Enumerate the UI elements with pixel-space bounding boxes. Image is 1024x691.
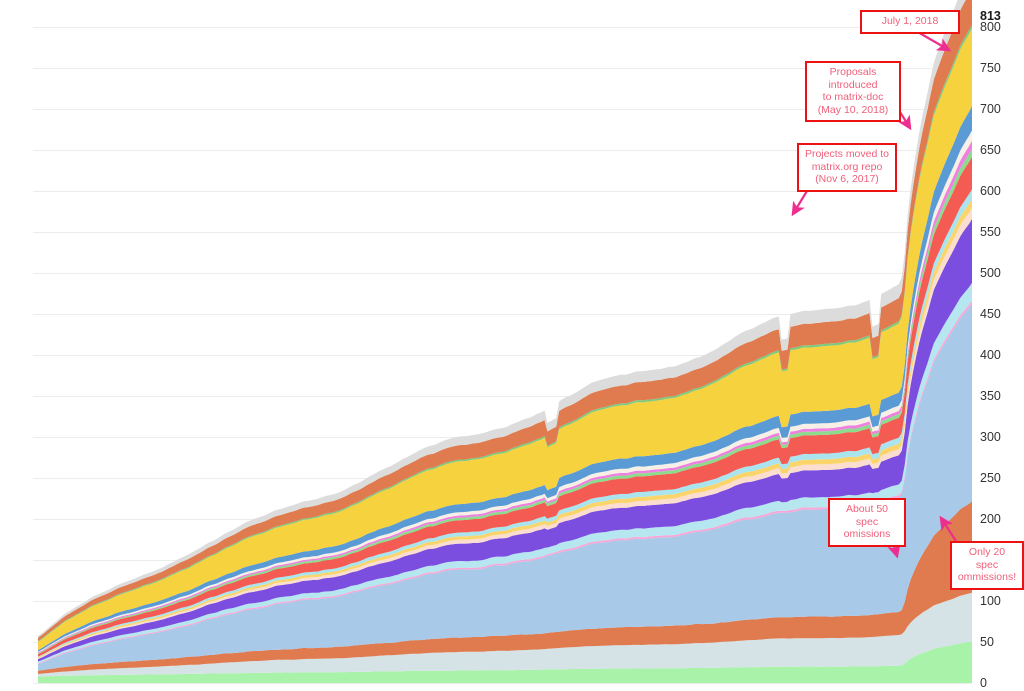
stacked-area-series [38,0,972,683]
gridline-800 [33,27,972,28]
y-tick-label-300: 300 [980,430,1001,444]
area-layer-03-orange [38,501,972,674]
gridline-700 [33,109,972,110]
annotation-july-1-2018: July 1, 2018 [860,10,960,34]
annotation-about-50-spec-omissions: About 50 spec omissions [828,498,906,547]
y-tick-label-700: 700 [980,102,1001,116]
area-layer-01-green [38,641,972,683]
y-tick-label-800: 800 [980,20,1001,34]
y-tick-label-250: 250 [980,471,1001,485]
annotation-proposals-introduced: Proposals introduced to matrix-doc (May … [805,61,901,122]
y-tick-label-400: 400 [980,348,1001,362]
gridline-650 [33,150,972,151]
annotation-only-20-spec-ommissions: Only 20 spec ommissions! [950,541,1024,590]
y-tick-label-750: 750 [980,61,1001,75]
gridline-450 [33,314,972,315]
annotation-projects-moved: Projects moved to matrix.org repo (Nov 6… [797,143,897,192]
y-tick-label-813: 813 [980,9,1001,24]
y-tick-label-0: 0 [980,676,987,690]
y-tick-label-350: 350 [980,389,1001,403]
y-tick-label-550: 550 [980,225,1001,239]
y-tick-label-450: 450 [980,307,1001,321]
plot-area [33,0,972,684]
y-tick-label-50: 50 [980,635,994,649]
gridline-350 [33,396,972,397]
y-tick-label-600: 600 [980,184,1001,198]
gridline-550 [33,232,972,233]
y-tick-label-200: 200 [980,512,1001,526]
y-tick-label-500: 500 [980,266,1001,280]
gridline-500 [33,273,972,274]
y-tick-label-100: 100 [980,594,1001,608]
gridline-600 [33,191,972,192]
gridline-750 [33,68,972,69]
y-tick-label-650: 650 [980,143,1001,157]
gridline-0 [33,683,972,684]
gridline-400 [33,355,972,356]
area-layer-02-paleblue [38,592,972,677]
area-layer-04-lightblue [38,303,972,671]
